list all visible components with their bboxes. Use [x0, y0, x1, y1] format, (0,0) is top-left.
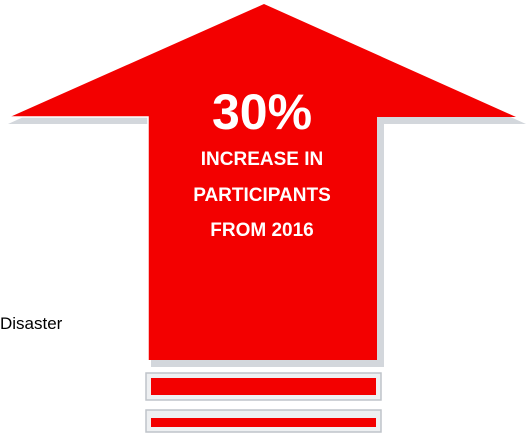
stat-caption-line2: PARTICIPANTS: [193, 185, 331, 206]
stripe-bar-2: [145, 409, 382, 433]
side-text-disaster: Disaster: [0, 314, 63, 333]
stripe-bar-1: [145, 372, 382, 401]
up-arrow-icon: [10, 4, 516, 360]
stat-caption-line1: INCREASE IN: [200, 149, 324, 170]
stat-caption-line3: FROM 2016: [210, 220, 314, 241]
stat-percent: 30%: [211, 84, 313, 140]
